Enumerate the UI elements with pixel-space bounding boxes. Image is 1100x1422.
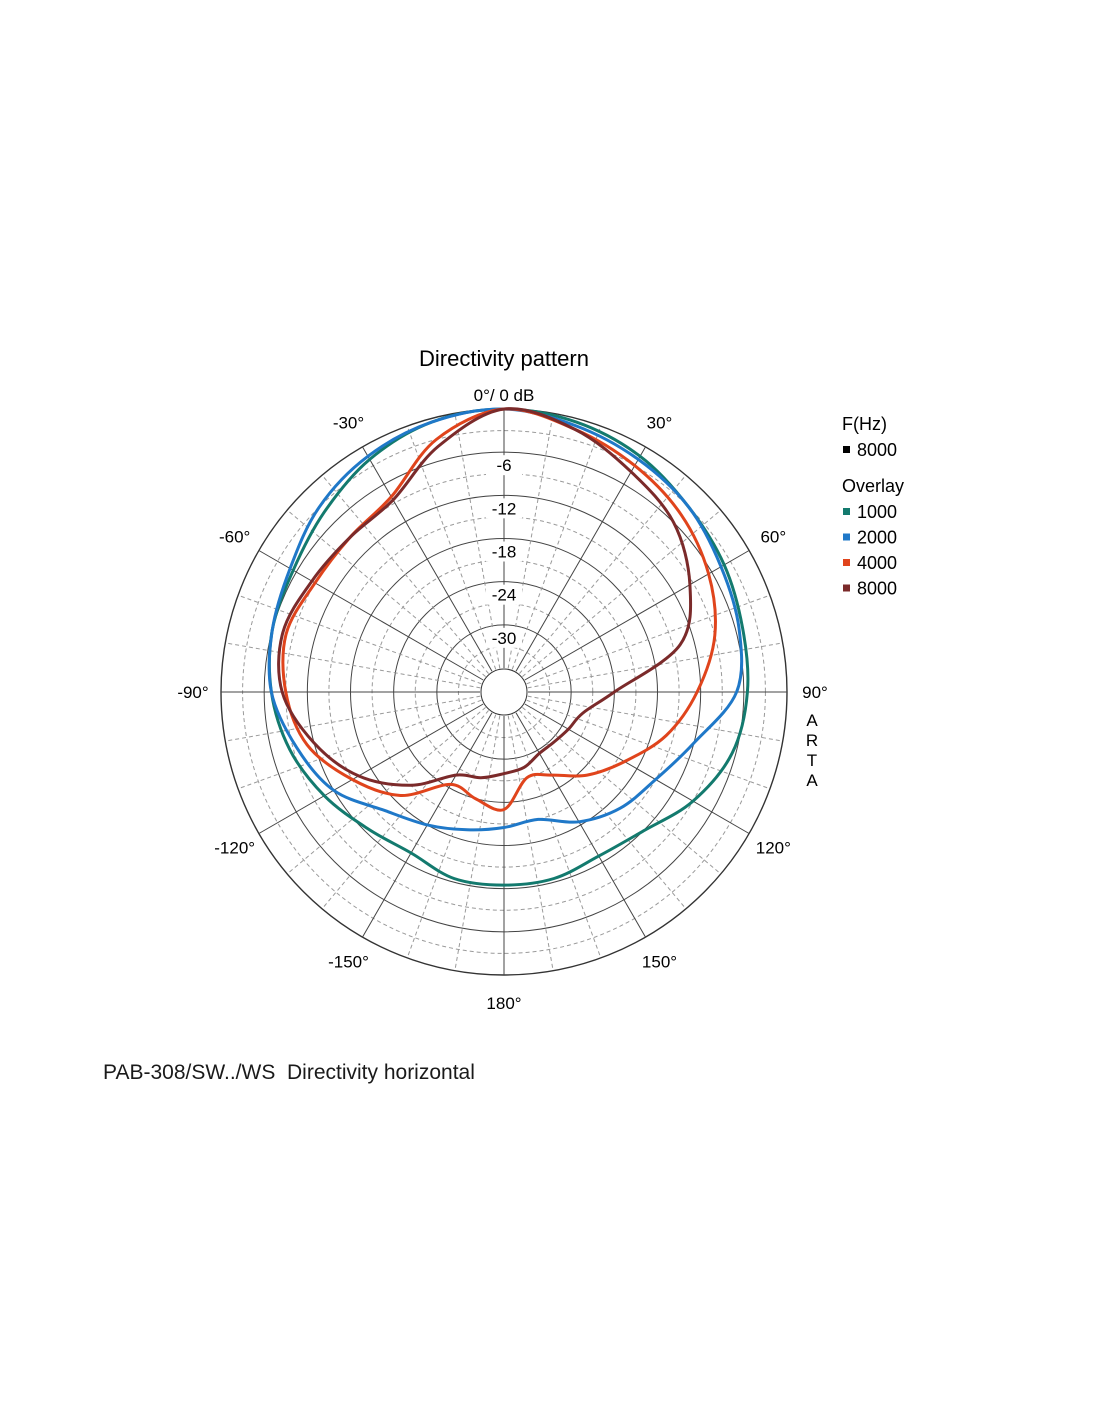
minor-spoke [507,715,554,971]
watermark-letter: R [806,731,818,750]
legend-swatch [843,533,850,541]
minor-spoke [522,509,722,677]
polar-top-label: 0°/ 0 dB [474,386,535,405]
radial-tick-label: -18 [492,543,517,562]
minor-spoke [527,695,783,742]
legend-current-label: 8000 [857,440,897,460]
angle-tick-label: -90° [177,683,208,702]
minor-spoke [511,425,602,670]
radial-tick-label: -30 [492,629,517,648]
legend-swatch [843,584,850,592]
minor-spoke [526,594,771,685]
legend-item-label: 2000 [857,528,897,548]
angle-tick-label: 90° [802,683,828,702]
legend-item-label: 8000 [857,579,897,599]
minor-spoke [286,509,486,677]
angle-tick-label: 60° [760,528,786,547]
minor-spoke [321,710,489,910]
angle-tick-label: -60° [219,528,250,547]
legend-current-swatch [843,446,850,453]
major-spoke [524,703,750,834]
angle-tick-label: 150° [642,952,677,971]
ring-label-bg [486,541,522,562]
minor-spoke [321,474,489,674]
polar-grid [220,408,788,976]
minor-spoke [511,714,602,959]
ring-label-bg [486,498,522,519]
figure-caption: PAB-308/SW../WS Directivity horizontal [103,1061,475,1084]
watermark-letter: A [806,771,818,790]
radial-tick-label: -12 [492,499,517,518]
angle-tick-label: -150° [328,952,369,971]
minor-spoke [454,413,501,669]
radial-tick-labels: -6 -12 -18 -24 -30 [486,455,522,648]
angle-tick-label: 30° [647,414,673,433]
series-curve-8000 [277,407,693,787]
minor-spoke [522,707,722,875]
major-spoke [258,550,484,681]
ring-label-bg [486,455,522,476]
series-curve-2000 [267,407,744,832]
minor-spoke [237,594,482,685]
minor-spoke [454,715,501,971]
minor-spoke [519,474,687,674]
minor-spoke [225,642,481,689]
minor-spoke [237,699,482,790]
minor-spoke [507,413,554,669]
angle-tick-label: -30° [333,414,364,433]
legend-heading: F(Hz) [842,414,887,434]
angle-tick-label: 120° [756,839,791,858]
minor-spoke [406,425,497,670]
angle-tick-label: 180° [486,994,521,1013]
major-spoke [362,446,493,672]
polar-center [480,668,528,716]
radial-tick-label: -24 [492,586,517,605]
legend: F(Hz) 8000 Overlay 1000 2000 4000 8000 [842,414,904,599]
legend-item-label: 1000 [857,502,897,522]
watermark-letter: A [806,711,818,730]
minor-spoke [526,699,771,790]
angle-tick-labels: 30° 60° 90° 120° 150° 180° -150° -120° -90° -60° -… [177,414,828,1013]
legend-overlay-heading: Overlay [842,476,904,496]
major-spoke [515,712,646,938]
ring-label-bg [486,627,522,648]
series-curve-1000 [267,407,750,887]
series-curves [267,407,750,887]
chart-title: Directivity pattern [419,346,589,371]
minor-spoke [406,714,497,959]
center-hole [480,668,528,716]
minor-spoke [519,710,687,910]
major-spoke [258,703,484,834]
legend-swatch [843,559,850,566]
series-curve-4000 [281,407,717,812]
major-spoke [515,446,646,672]
angle-tick-label: -120° [214,839,255,858]
watermark-letter: T [807,751,817,770]
minor-spoke [286,707,486,875]
minor-spoke [225,695,481,742]
major-spoke [524,550,750,681]
radial-tick-label: -6 [496,456,511,475]
legend-swatch [843,508,850,515]
ring-label-bg [486,584,522,605]
legend-item-label: 4000 [857,553,897,573]
